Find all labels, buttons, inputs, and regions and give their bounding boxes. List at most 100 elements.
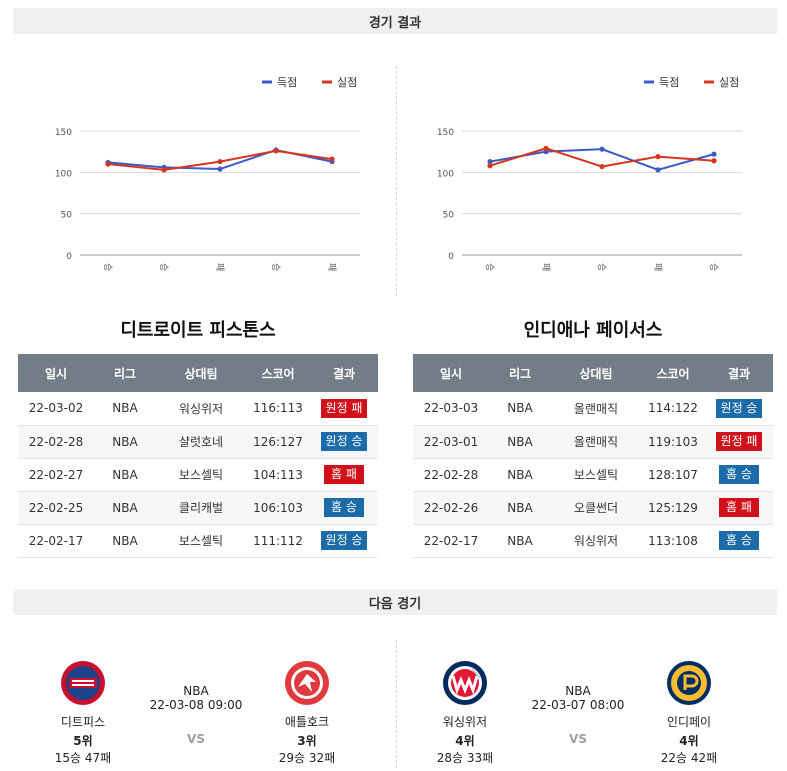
data-point bbox=[599, 163, 605, 170]
cell-opponent: 올랜매직 bbox=[551, 392, 641, 426]
next-match-indiana: 워싱위저 4위 28승 33패 NBA 22-03-07 08:00 VS 인디… bbox=[400, 660, 770, 770]
x-tick-label: 승 bbox=[270, 263, 281, 271]
cell-date: 22-02-28 bbox=[413, 458, 489, 492]
cell-result: 홈 패 bbox=[310, 458, 378, 492]
vs-label: VS bbox=[569, 732, 587, 746]
team-title-indiana: 인디애나 페이서스 bbox=[523, 320, 663, 341]
y-tick-label: 150 bbox=[55, 128, 72, 138]
cell-date: 22-02-27 bbox=[18, 458, 94, 492]
cell-result: 원정 승 bbox=[310, 425, 378, 459]
x-tick-label: 패 bbox=[540, 263, 551, 271]
cell-league: NBA bbox=[94, 524, 156, 558]
team-name: 인디페이 bbox=[666, 715, 712, 729]
cell-score: 119:103 bbox=[641, 425, 705, 459]
table-row: 22-03-01 NBA 올랜매직 119:103 원정 패 bbox=[413, 425, 773, 459]
column-divider bbox=[396, 66, 397, 296]
table-row: 22-02-27 NBA 보스셀틱 104:113 홈 패 bbox=[18, 458, 378, 492]
cell-date: 22-03-03 bbox=[413, 392, 489, 426]
x-tick-label: 패 bbox=[214, 263, 225, 271]
y-tick-label: 100 bbox=[55, 169, 72, 179]
result-badge: 원정 승 bbox=[715, 398, 763, 418]
result-badge: 원정 패 bbox=[320, 398, 368, 418]
header-date: 일시 bbox=[413, 354, 489, 392]
x-tick-label: 승 bbox=[158, 263, 169, 271]
match-away-team[interactable]: 애틀호크 3위 29승 32패 bbox=[252, 660, 362, 766]
match-home-team[interactable]: 디트피스 5위 15승 47패 bbox=[28, 660, 138, 766]
cell-date: 22-02-17 bbox=[413, 524, 489, 558]
x-tick-label: 승 bbox=[708, 263, 719, 271]
result-badge: 홈 승 bbox=[719, 531, 759, 550]
match-home-team[interactable]: 워싱위저 4위 28승 33패 bbox=[410, 660, 520, 766]
table-row: 22-02-28 NBA 샬럿호네 126:127 원정 승 bbox=[18, 425, 378, 459]
team-record: 15승 47패 bbox=[54, 751, 112, 765]
table-row: 22-02-28 NBA 보스셀틱 128:107 홈 승 bbox=[413, 458, 773, 492]
line-chart-detroit: 득점 실점 0 50 100 150 승 승 패 승 패 bbox=[55, 76, 360, 271]
cell-league: NBA bbox=[489, 392, 551, 426]
cell-score: 126:127 bbox=[246, 425, 310, 459]
data-point bbox=[487, 163, 493, 169]
table-row: 22-02-26 NBA 오클썬더 125:129 홈 패 bbox=[413, 491, 773, 525]
team-record: 22승 42패 bbox=[660, 751, 718, 765]
cell-opponent: 올랜매직 bbox=[551, 425, 641, 459]
table-row: 22-03-03 NBA 올랜매직 114:122 원정 승 bbox=[413, 392, 773, 426]
vs-label: VS bbox=[187, 732, 205, 746]
match-datetime: 22-03-07 08:00 bbox=[531, 698, 625, 712]
cell-league: NBA bbox=[94, 425, 156, 459]
header-score: 스코어 bbox=[246, 354, 310, 392]
header-opponent: 상대팀 bbox=[551, 354, 641, 392]
line-chart-indiana: 득점 실점 0 50 100 150 승 패 승 패 승 bbox=[437, 76, 742, 271]
x-tick-label: 패 bbox=[652, 263, 663, 271]
team-rank: 4위 bbox=[455, 734, 475, 748]
cell-score: 104:113 bbox=[246, 458, 310, 492]
cell-result: 홈 승 bbox=[705, 458, 773, 492]
x-tick-label: 승 bbox=[596, 263, 607, 271]
data-point bbox=[711, 151, 717, 157]
hawks-logo-icon bbox=[285, 661, 329, 705]
data-point bbox=[329, 156, 335, 162]
chart-detroit: 득점 실점 0 50 100 150 승 승 패 승 패 bbox=[20, 66, 390, 286]
cell-result: 홈 승 bbox=[705, 524, 773, 558]
y-tick-label: 50 bbox=[443, 211, 455, 221]
data-point bbox=[711, 158, 717, 164]
cell-opponent: 워싱위저 bbox=[156, 392, 246, 426]
cell-opponent: 보스셀틱 bbox=[156, 458, 246, 492]
cell-score: 128:107 bbox=[641, 458, 705, 492]
match-info: NBA 22-03-07 08:00 VS bbox=[510, 684, 646, 746]
data-point bbox=[273, 148, 279, 154]
table-row: 22-02-25 NBA 클리캐벌 106:103 홈 승 bbox=[18, 491, 378, 525]
team-rank: 3위 bbox=[297, 734, 317, 748]
match-league: NBA bbox=[565, 684, 591, 698]
y-tick-label: 0 bbox=[66, 252, 72, 262]
team-rank: 5위 bbox=[73, 734, 93, 748]
cell-score: 114:122 bbox=[641, 392, 705, 426]
cell-result: 홈 패 bbox=[705, 491, 773, 525]
legend-label: 득점 bbox=[659, 76, 679, 89]
cell-opponent: 샬럿호네 bbox=[156, 425, 246, 459]
data-point bbox=[655, 167, 661, 173]
results-section-title: 경기 결과 bbox=[368, 15, 422, 31]
table-header-row: 일시 리그 상대팀 스코어 결과 bbox=[18, 354, 378, 392]
header-date: 일시 bbox=[18, 354, 94, 392]
table-header-row: 일시 리그 상대팀 스코어 결과 bbox=[413, 354, 773, 392]
next-game-section-header: 다음 경기 bbox=[13, 589, 777, 615]
data-point bbox=[217, 158, 223, 165]
result-badge: 홈 패 bbox=[324, 465, 364, 484]
cell-result: 원정 승 bbox=[705, 392, 773, 426]
data-point bbox=[487, 158, 493, 165]
team-name: 워싱위저 bbox=[442, 715, 488, 729]
wizards-logo-icon bbox=[443, 661, 487, 705]
y-tick-label: 100 bbox=[437, 169, 454, 179]
team-name: 디트피스 bbox=[60, 715, 106, 729]
cell-opponent: 오클썬더 bbox=[551, 491, 641, 525]
match-info: NBA 22-03-08 09:00 VS bbox=[128, 684, 264, 746]
match-away-team[interactable]: 인디페이 4위 22승 42패 bbox=[634, 660, 744, 766]
table-row: 22-02-17 NBA 워싱위저 113:108 홈 승 bbox=[413, 524, 773, 558]
cell-opponent: 클리캐벌 bbox=[156, 491, 246, 525]
data-point bbox=[543, 145, 549, 151]
cell-date: 22-03-02 bbox=[18, 392, 94, 426]
cell-league: NBA bbox=[489, 425, 551, 459]
data-point bbox=[217, 166, 223, 172]
cell-date: 22-02-26 bbox=[413, 491, 489, 525]
next-match-detroit: 디트피스 5위 15승 47패 NBA 22-03-08 09:00 VS 애틀… bbox=[18, 660, 388, 770]
x-tick-label: 승 bbox=[484, 263, 495, 271]
